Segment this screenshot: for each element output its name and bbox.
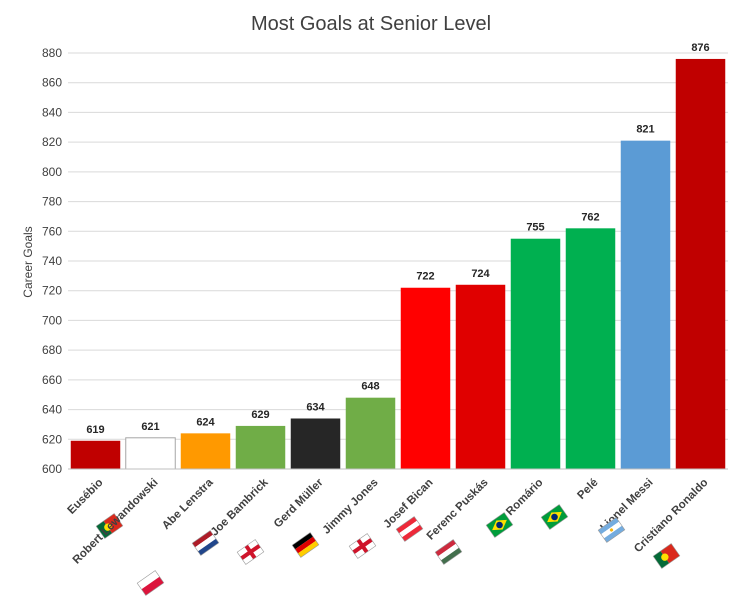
x-tick-label: Pelé	[575, 477, 600, 502]
y-tick-label: 620	[42, 432, 62, 446]
x-tick-label: Jimmy Jones	[321, 477, 381, 537]
bar	[235, 425, 286, 469]
bar	[510, 238, 561, 469]
bar	[125, 437, 176, 470]
poland-flag-icon	[136, 570, 165, 596]
netherlands-flag-icon	[191, 530, 220, 556]
value-label: 624	[196, 416, 215, 428]
bars	[70, 58, 726, 470]
y-tick-label: 800	[42, 165, 62, 179]
y-tick-label: 680	[42, 343, 62, 357]
portugal-flag-icon	[95, 513, 124, 539]
value-label: 722	[416, 271, 434, 283]
x-tick-label: Eusébio	[66, 477, 106, 517]
value-label: 821	[636, 124, 654, 136]
value-label: 724	[471, 268, 490, 280]
bar	[345, 397, 396, 469]
bar	[70, 440, 121, 469]
value-label: 876	[691, 42, 709, 54]
y-tick-label: 860	[42, 76, 62, 90]
bar	[400, 287, 451, 469]
brazil-flag-icon	[485, 512, 514, 538]
portugal-flag-icon	[652, 543, 681, 569]
y-tick-label: 600	[42, 462, 62, 476]
value-label: 621	[141, 421, 159, 433]
x-tick-label: Gerd Müller	[272, 476, 326, 530]
y-tick-label: 700	[42, 313, 62, 327]
y-tick-label: 760	[42, 224, 62, 238]
bar	[675, 58, 726, 469]
x-tick-label: Romário	[504, 477, 545, 518]
bar	[620, 140, 671, 469]
y-tick-label: 660	[42, 373, 62, 387]
y-tick-label: 740	[42, 254, 62, 268]
y-tick-label: 720	[42, 284, 62, 298]
y-axis-ticks: 600 620 640 660 680 700 720 740 760 780 800 820 840 8…	[42, 46, 62, 476]
y-tick-label: 820	[42, 135, 62, 149]
value-label: 762	[581, 211, 599, 223]
y-tick-label: 840	[42, 105, 62, 119]
value-label: 634	[306, 401, 325, 413]
value-label: 648	[361, 381, 379, 393]
brazil-flag-icon	[540, 504, 569, 530]
value-label: 629	[251, 409, 269, 421]
bar	[290, 418, 341, 469]
x-tick-label: Abe Lenstra	[160, 476, 216, 532]
northern-ireland-flag-icon	[348, 533, 377, 559]
y-tick-label: 880	[42, 46, 62, 60]
x-tick-label: Ferenc Puskás	[425, 477, 491, 543]
austria-flag-icon	[395, 516, 424, 542]
bar	[565, 228, 616, 469]
argentina-flag-icon	[597, 517, 626, 543]
x-tick-label: Joe Bambrick	[209, 476, 271, 538]
y-axis-label: Career Goals	[21, 226, 35, 297]
germany-flag-icon	[291, 532, 320, 558]
y-tick-label: 780	[42, 195, 62, 209]
gridlines	[68, 52, 728, 440]
value-labels: 619 621 624 629 634 648 722 724 755 762 821 876	[86, 42, 709, 436]
hungary-flag-icon	[434, 539, 463, 565]
chart-title: Most Goals at Senior Level	[251, 13, 491, 35]
bar	[180, 433, 231, 469]
y-tick-label: 640	[42, 403, 62, 417]
value-label: 619	[86, 424, 104, 436]
northern-ireland-flag-icon	[236, 539, 265, 565]
bar	[455, 284, 506, 469]
value-label: 755	[526, 222, 544, 234]
